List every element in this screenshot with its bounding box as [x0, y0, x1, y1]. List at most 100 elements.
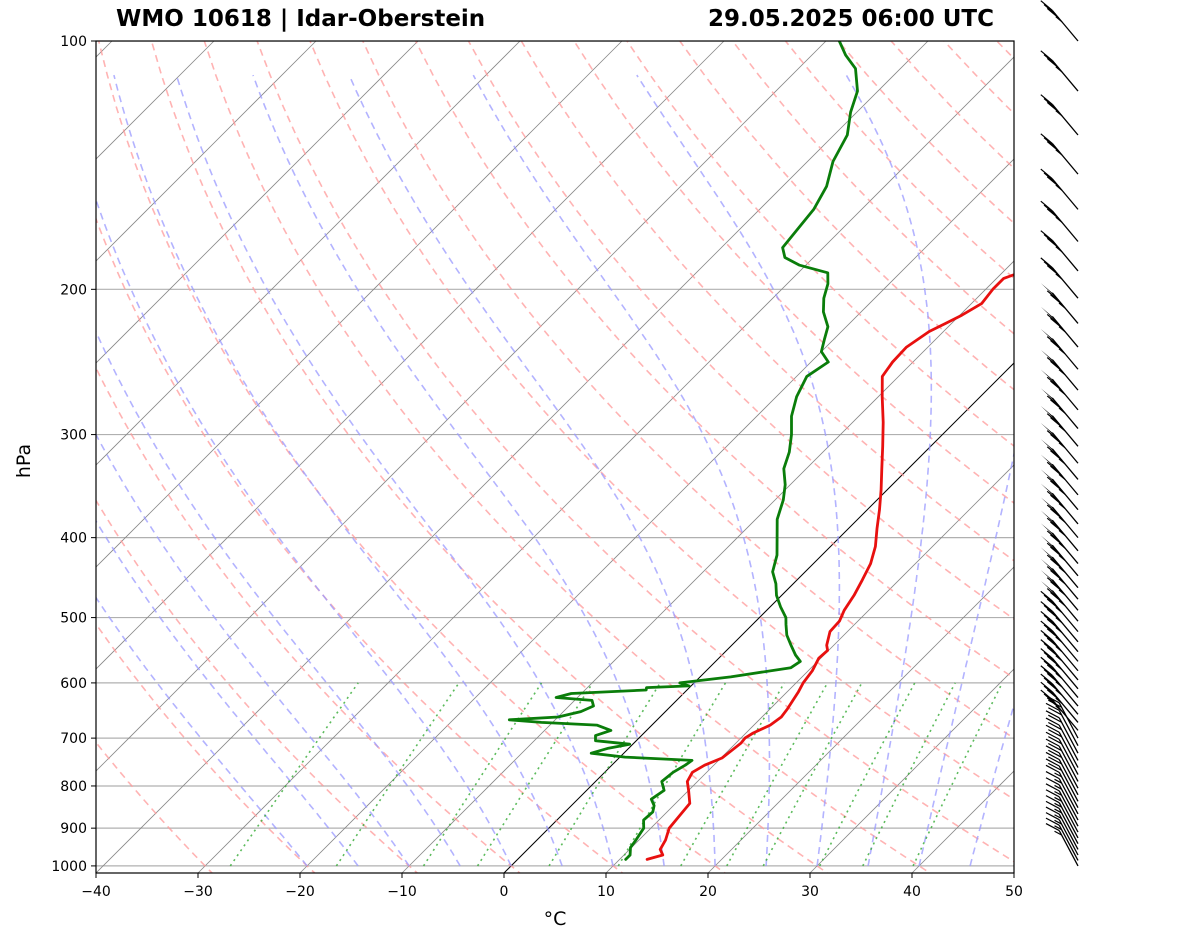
- wind-barb: [1040, 681, 1079, 723]
- wind-barb: [1045, 777, 1079, 821]
- moist-adiabat: [96, 432, 410, 867]
- dry-adiabat: [97, 41, 727, 873]
- wind-barb: [1045, 800, 1079, 845]
- sounding-profiles: [507, 41, 1014, 861]
- wind-barb: [1045, 731, 1079, 775]
- moist-adiabat: [175, 74, 614, 867]
- plot-frame: [95, 40, 1015, 874]
- x-tick-label: −20: [285, 884, 315, 900]
- wind-barb: [1040, 648, 1079, 690]
- wind-barb: [1040, 388, 1079, 429]
- chart-title-datetime: 29.05.2025 06:00 UTC: [708, 6, 994, 32]
- wind-barb: [1040, 369, 1079, 411]
- moist-adiabat: [96, 596, 308, 867]
- wind-barb: [1040, 257, 1079, 299]
- wind-barb: [1040, 497, 1079, 539]
- y-tick-label: 100: [60, 34, 87, 50]
- wind-barb: [1045, 789, 1079, 833]
- wind-barb: [1045, 817, 1079, 861]
- wind-barb: [1040, 558, 1079, 600]
- wind-barb: [1040, 483, 1079, 525]
- x-tick-label: 0: [500, 884, 509, 900]
- dry-adiabat: [414, 41, 1014, 680]
- x-tick-label: 50: [1005, 884, 1023, 900]
- wind-barb: [1040, 620, 1079, 662]
- moist-adiabat: [113, 74, 563, 867]
- wind-barb: [1040, 523, 1079, 564]
- moist-adiabat: [96, 197, 512, 867]
- x-tick-label: −30: [183, 884, 213, 900]
- temperature-profile: [645, 273, 1014, 861]
- wind-barb: [1040, 200, 1079, 242]
- wind-barb: [1040, 0, 1079, 42]
- dry-adiabat: [362, 41, 1014, 740]
- wind-barb: [1040, 328, 1079, 370]
- x-tick-label: 30: [801, 884, 819, 900]
- wind-barb: [1040, 590, 1079, 633]
- chart-title-station: WMO 10618 | Idar-Oberstein: [116, 6, 486, 32]
- wind-barb: [1045, 795, 1079, 839]
- y-axis-label: hPa: [13, 444, 35, 478]
- wind-barb: [1045, 758, 1079, 802]
- plot-area: [96, 41, 1014, 873]
- moist-adiabat: [1021, 75, 1181, 866]
- isotherm--20: [299, 158, 1014, 873]
- y-tick-label: 500: [60, 611, 87, 627]
- isotherm-20: [707, 566, 1014, 873]
- isotherm--30: [197, 56, 1014, 873]
- wind-barb: [1045, 806, 1079, 850]
- dry-adiabat: [96, 216, 624, 873]
- dry-adiabat: [573, 41, 1014, 505]
- y-tick-label: 300: [60, 428, 87, 444]
- mixing-ratio-line: [762, 682, 863, 867]
- y-tick-label: 900: [60, 821, 87, 837]
- axes: −40 −30 −20 −10 0 10 20 30 40 50 100 200 300 400 500 60…: [51, 34, 1023, 900]
- wind-barb: [1040, 422, 1079, 464]
- moist-adiabat: [96, 519, 359, 867]
- isotherm--60: [96, 41, 725, 670]
- wind-barb: [1040, 610, 1079, 653]
- x-tick-label: −10: [387, 884, 417, 900]
- wind-barb: [1045, 764, 1079, 808]
- x-tick-label: −40: [81, 884, 111, 900]
- dry-adiabat: [96, 366, 522, 873]
- isotherm-10: [605, 464, 1014, 873]
- dry-adiabat: [203, 41, 932, 873]
- wind-barb: [1040, 168, 1079, 210]
- mixing-ratio-line: [862, 682, 956, 867]
- mixing-ratio-line: [229, 682, 359, 867]
- wind-barb: [1040, 665, 1079, 707]
- y-tick-label: 600: [60, 676, 87, 692]
- background-lines: [96, 41, 1181, 873]
- mixing-ratio-line: [726, 682, 829, 867]
- dry-adiabat: [96, 622, 316, 873]
- wind-barb: [1040, 283, 1079, 324]
- y-tick-label: 400: [60, 531, 87, 547]
- wind-barb: [1040, 630, 1079, 672]
- wind-barb: [1040, 656, 1079, 698]
- wind-barb: [1040, 601, 1079, 643]
- dewpoint-profile: [507, 41, 859, 861]
- mixing-ratio-line: [680, 682, 785, 867]
- wind-barb: [1040, 133, 1079, 175]
- wind-barb: [1040, 510, 1079, 552]
- wind-barb: [1040, 580, 1079, 622]
- isotherm--10: [401, 260, 1014, 873]
- isotherm-50: [1013, 872, 1014, 873]
- isotherm--100: [96, 41, 317, 262]
- x-tick-label: 20: [699, 884, 717, 900]
- wind-barb: [1040, 673, 1079, 715]
- wind-barb: [1045, 695, 1079, 739]
- moist-adiabat: [918, 450, 1014, 867]
- isotherm--70: [96, 41, 623, 568]
- moist-adiabat: [96, 329, 461, 867]
- wind-barb: [1040, 639, 1079, 681]
- wind-barb: [1040, 469, 1079, 511]
- wind-barbs: [1040, 0, 1079, 867]
- wind-barb: [1040, 570, 1079, 611]
- y-tick-label: 200: [60, 282, 87, 298]
- wind-barb: [1045, 771, 1079, 815]
- wind-barb: [1045, 783, 1079, 827]
- zero-isotherm: [503, 362, 1014, 873]
- wind-barb: [1040, 306, 1079, 348]
